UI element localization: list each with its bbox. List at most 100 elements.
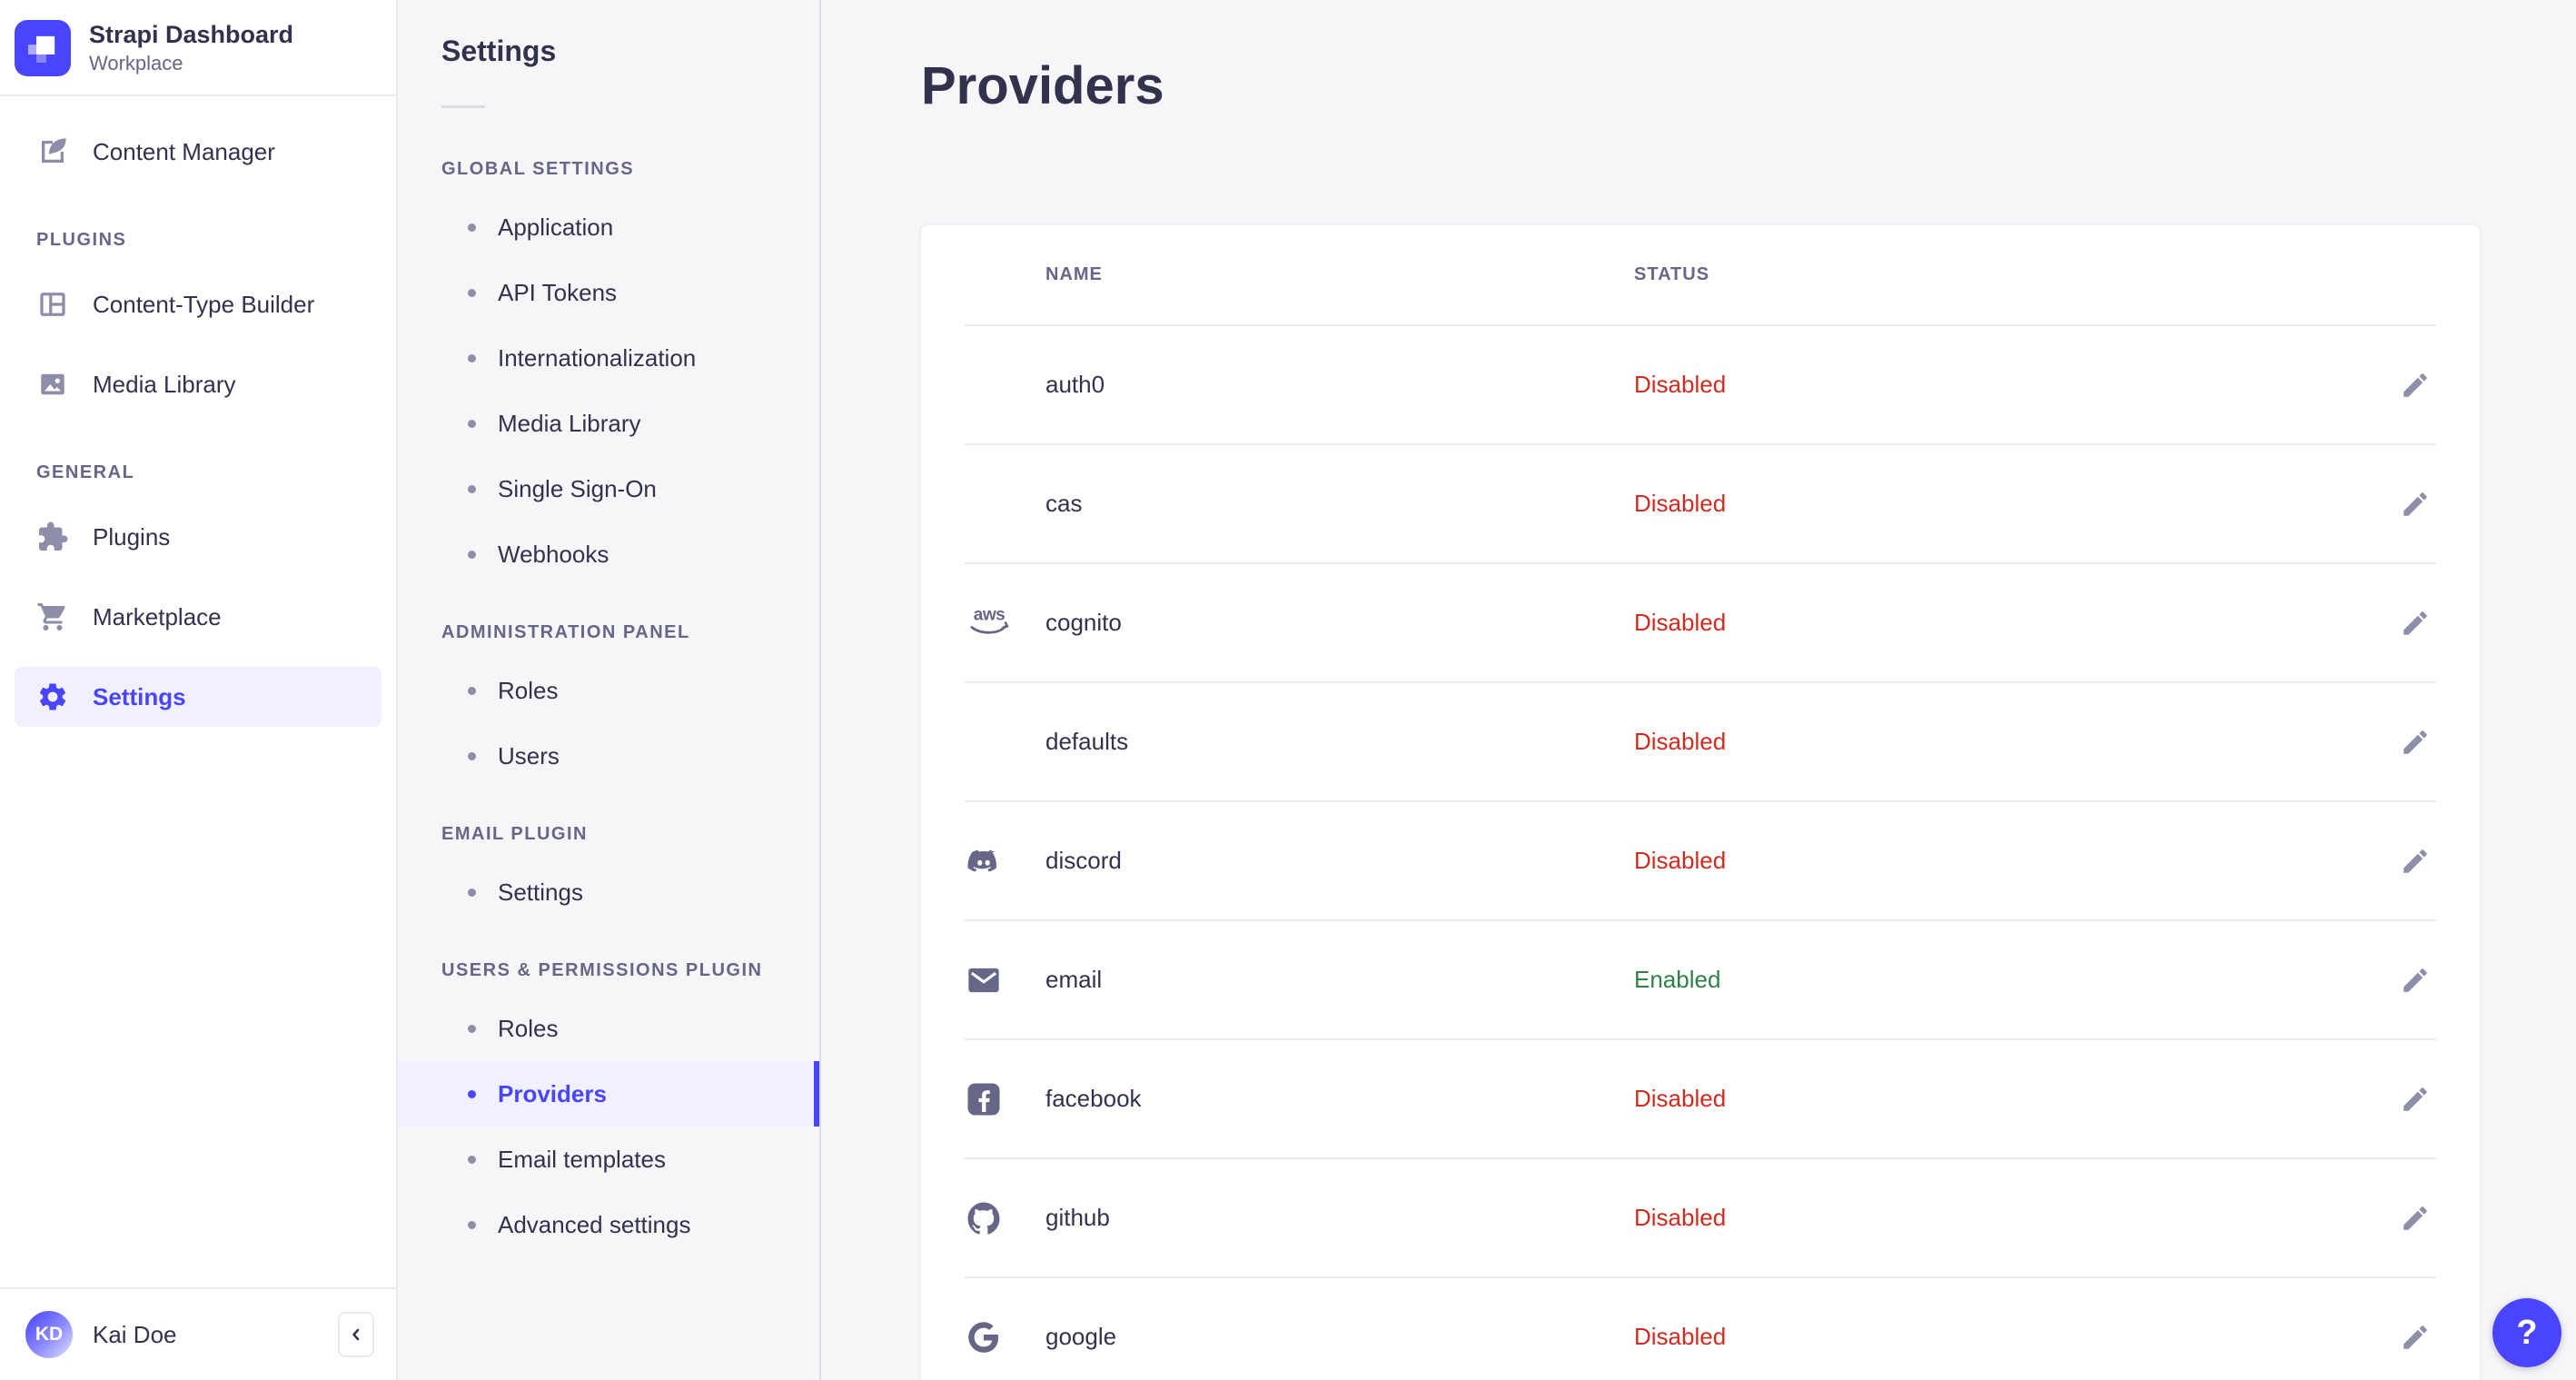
workspace-brand: Strapi Dashboard Workplace bbox=[0, 0, 396, 94]
edit-cognito-button[interactable] bbox=[2394, 602, 2436, 644]
settings-item-email-templates[interactable]: Email templates bbox=[398, 1127, 819, 1192]
edit-facebook-button[interactable] bbox=[2394, 1078, 2436, 1120]
settings-item-webhooks[interactable]: Webhooks bbox=[398, 521, 819, 587]
settings-item-users[interactable]: Users bbox=[398, 723, 819, 789]
sidebar-item-label: Settings bbox=[93, 682, 186, 710]
edit-icon bbox=[2400, 965, 2431, 996]
settings-item-label: Providers bbox=[498, 1079, 607, 1107]
edit-icon bbox=[2400, 1203, 2431, 1234]
main-sidebar: Strapi Dashboard Workplace Content Manag… bbox=[0, 0, 398, 1380]
marketplace-icon bbox=[36, 601, 69, 633]
edit-icon bbox=[2400, 727, 2431, 758]
provider-name: google bbox=[1045, 1323, 1117, 1350]
column-header-status: STATUS bbox=[1634, 264, 1710, 284]
column-header-name: NAME bbox=[1045, 264, 1103, 284]
settings-item-advanced-settings[interactable]: Advanced settings bbox=[398, 1192, 819, 1257]
page-title: Providers bbox=[921, 56, 1164, 115]
provider-name: email bbox=[1045, 966, 1103, 993]
settings-item-providers[interactable]: Providers bbox=[398, 1061, 819, 1127]
edit-google-button[interactable] bbox=[2394, 1316, 2436, 1358]
avatar: KD bbox=[25, 1311, 73, 1358]
table-header-row: NAME STATUS bbox=[965, 225, 2436, 324]
settings-item-label: Settings bbox=[498, 878, 583, 906]
bullet-icon bbox=[468, 1155, 476, 1164]
settings-item-label: Internationalization bbox=[498, 343, 697, 372]
settings-section-label-users-permissions-plugin: USERS & PERMISSIONS PLUGIN bbox=[441, 960, 763, 980]
settings-item-roles[interactable]: Roles bbox=[398, 658, 819, 723]
settings-section-label-global-settings: GLOBAL SETTINGS bbox=[441, 159, 635, 179]
sidebar-item-label: Content-Type Builder bbox=[93, 290, 315, 318]
plugins-icon bbox=[36, 521, 69, 553]
bullet-icon bbox=[468, 550, 476, 559]
settings-item-label: Roles bbox=[498, 1014, 559, 1042]
provider-name: discord bbox=[1045, 847, 1122, 874]
bullet-icon bbox=[468, 1089, 476, 1098]
collapse-sidebar-button[interactable] bbox=[338, 1312, 374, 1357]
bullet-icon bbox=[468, 419, 476, 428]
edit-icon bbox=[2400, 1084, 2431, 1115]
media-library-icon bbox=[36, 368, 69, 401]
table-row-github: github Disabled bbox=[965, 1157, 2436, 1276]
table-row-facebook: facebook Disabled bbox=[965, 1038, 2436, 1157]
provider-name: facebook bbox=[1045, 1085, 1142, 1112]
status-badge: Disabled bbox=[1634, 847, 1727, 874]
settings-item-label: Advanced settings bbox=[498, 1210, 691, 1238]
bullet-icon bbox=[468, 223, 476, 232]
provider-name: defaults bbox=[1045, 728, 1129, 755]
sidebar-section-label-general: GENERAL bbox=[36, 462, 135, 482]
edit-github-button[interactable] bbox=[2394, 1197, 2436, 1239]
settings-title-divider bbox=[441, 105, 485, 108]
table-row-defaults: defaults Disabled bbox=[965, 681, 2436, 800]
table-row-auth0: auth0 Disabled bbox=[965, 324, 2436, 443]
status-badge: Disabled bbox=[1634, 490, 1727, 517]
sidebar-item-content-manager[interactable]: Content Manager bbox=[15, 122, 381, 182]
settings-item-label: Users bbox=[498, 741, 560, 769]
settings-panel-title: Settings bbox=[441, 35, 557, 67]
edit-cas-button[interactable] bbox=[2394, 483, 2436, 525]
workspace-title: Strapi Dashboard bbox=[89, 21, 294, 48]
discord-icon bbox=[965, 842, 1003, 880]
table-row-discord: discord Disabled bbox=[965, 800, 2436, 919]
settings-item-settings[interactable]: Settings bbox=[398, 859, 819, 925]
edit-discord-button[interactable] bbox=[2394, 840, 2436, 882]
user-name: Kai Doe bbox=[93, 1320, 177, 1348]
table-row-google: google Disabled bbox=[965, 1276, 2436, 1380]
sidebar-item-content-type-builder[interactable]: Content-Type Builder bbox=[15, 274, 381, 334]
status-badge: Disabled bbox=[1634, 371, 1727, 398]
settings-item-api-tokens[interactable]: API Tokens bbox=[398, 260, 819, 325]
sidebar-item-label: Plugins bbox=[93, 522, 171, 551]
help-button[interactable]: ? bbox=[2492, 1298, 2561, 1367]
bullet-icon bbox=[468, 686, 476, 695]
settings-item-roles[interactable]: Roles bbox=[398, 996, 819, 1061]
sidebar-item-label: Content Manager bbox=[93, 137, 275, 165]
table-row-email: email Enabled bbox=[965, 919, 2436, 1038]
workspace-subtitle: Workplace bbox=[89, 52, 183, 74]
bullet-icon bbox=[468, 1220, 476, 1229]
edit-icon bbox=[2400, 846, 2431, 877]
google-icon bbox=[965, 1318, 1003, 1356]
sidebar-item-marketplace[interactable]: Marketplace bbox=[15, 587, 381, 647]
sidebar-item-media-library[interactable]: Media Library bbox=[15, 354, 381, 414]
settings-icon bbox=[36, 680, 69, 713]
edit-defaults-button[interactable] bbox=[2394, 721, 2436, 763]
settings-item-label: Email templates bbox=[498, 1145, 666, 1173]
settings-subnav: Settings GLOBAL SETTINGS Application API T… bbox=[398, 0, 821, 1380]
edit-email-button[interactable] bbox=[2394, 959, 2436, 1001]
settings-item-media-library[interactable]: Media Library bbox=[398, 391, 819, 456]
sidebar-section-label-plugins: PLUGINS bbox=[36, 230, 127, 250]
settings-item-single-sign-on[interactable]: Single Sign-On bbox=[398, 456, 819, 521]
settings-item-label: Webhooks bbox=[498, 540, 609, 568]
settings-item-internationalization[interactable]: Internationalization bbox=[398, 325, 819, 391]
settings-section-label-administration-panel: ADMINISTRATION PANEL bbox=[441, 622, 690, 642]
settings-item-application[interactable]: Application bbox=[398, 194, 819, 260]
main-content: Providers NAME STATUS auth0 Disabled cas Di… bbox=[821, 0, 2576, 1380]
sidebar-item-plugins[interactable]: Plugins bbox=[15, 507, 381, 567]
sidebar-item-settings[interactable]: Settings bbox=[15, 667, 381, 727]
strapi-logo-icon bbox=[15, 20, 71, 76]
sidebar-item-label: Media Library bbox=[93, 370, 236, 398]
user-area: KD Kai Doe bbox=[0, 1287, 396, 1380]
provider-name: auth0 bbox=[1045, 371, 1105, 398]
facebook-icon bbox=[965, 1080, 1003, 1118]
edit-auth0-button[interactable] bbox=[2394, 364, 2436, 406]
